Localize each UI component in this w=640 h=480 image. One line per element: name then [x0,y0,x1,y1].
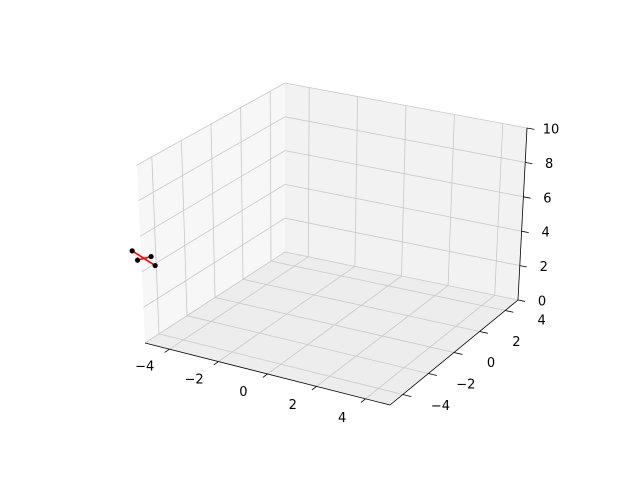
z-tick [523,196,531,199]
x-tick-label: −2 [184,372,203,387]
pane-floor [145,252,518,405]
y-tick [453,352,463,355]
gridline-y [181,140,188,316]
gridline-z [136,82,286,166]
gridline-z [284,217,520,266]
gridline-z [284,184,522,232]
gridline-y [270,260,506,311]
gridline-x [494,123,504,296]
z-tick [526,127,535,130]
z-tick-label: 0 [538,295,546,310]
z-tick [517,299,526,302]
x-tick [262,373,268,378]
z-tick-label: 2 [540,260,548,275]
z-tick-label: 10 [543,123,560,138]
gridline-y [242,278,480,332]
pane-left [137,83,285,343]
y-tick-label: 0 [487,356,495,371]
x-tick [360,398,366,403]
y-tick-label: 4 [538,313,546,328]
data-point [129,248,135,254]
gridline-z [138,116,286,201]
gridline-y [151,156,160,334]
gridline-y [186,315,429,374]
data-point [152,262,158,269]
z-tick-label: 6 [543,191,551,206]
gridline-x [354,96,358,267]
x-tick [311,386,317,391]
gridline-x [447,114,455,286]
z-tick [521,230,529,233]
gridline-z [284,251,519,301]
z-tick-label: 4 [541,226,549,241]
y-tick [428,373,437,376]
y-tick-label: −4 [431,399,450,414]
y-tick-label: −2 [456,378,475,393]
pane-back [285,83,527,300]
z-tick-label: 8 [545,157,553,172]
gridline-y [210,123,216,298]
gridline-z [284,150,524,198]
gridline-z [139,150,286,237]
z-tick [519,265,527,268]
gridline-y [269,91,272,262]
y-tick [505,310,514,313]
gridline-y [240,107,244,280]
gridline-x [401,105,407,277]
gridline-z [144,251,286,344]
gridline-z [284,116,526,163]
y-tick-label: 2 [512,335,520,350]
x-tick-label: −4 [135,360,154,375]
z-axis-line [517,127,528,301]
x-tick [164,348,170,353]
y-tick [402,394,412,398]
gridline-y [158,333,403,395]
data-point [134,257,141,263]
x-tick-label: 0 [239,385,247,400]
x-tick-label: 2 [289,398,297,413]
gridline-x [307,87,310,257]
x-tick-label: 4 [338,411,346,426]
gridline-z [143,217,286,308]
data-point [148,253,154,260]
z-tick [525,162,533,165]
x-tick [213,361,219,366]
gridline-z [141,184,286,273]
gridline-z [284,82,528,129]
y-tick [479,331,488,334]
gridline-y [214,297,455,353]
